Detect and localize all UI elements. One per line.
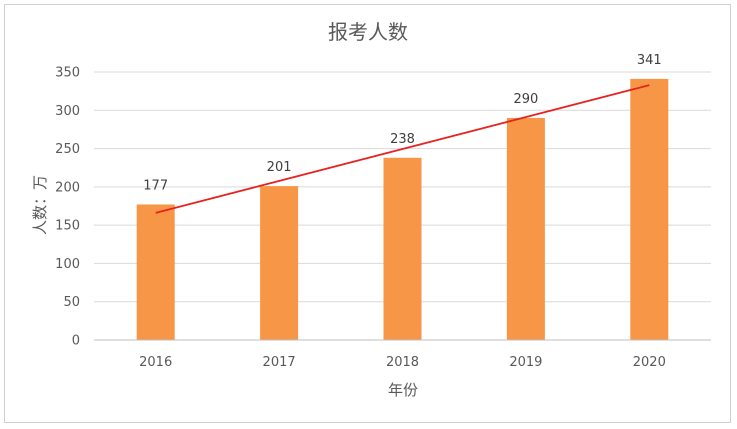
x-axis-ticks: 2016 2017 2018 2019 2020 bbox=[139, 355, 666, 370]
x-tick-label: 2017 bbox=[263, 355, 296, 370]
data-label: 177 bbox=[143, 178, 168, 193]
x-tick-label: 2016 bbox=[139, 355, 172, 370]
y-tick-label: 200 bbox=[55, 180, 80, 195]
x-axis-title: 年份 bbox=[388, 381, 418, 399]
x-tick-label: 2019 bbox=[509, 355, 542, 370]
data-labels: 177 201 238 290 341 bbox=[143, 53, 661, 194]
chart-frame bbox=[4, 4, 731, 423]
y-tick-label: 300 bbox=[55, 104, 80, 119]
y-tick-label: 150 bbox=[55, 219, 80, 234]
y-axis-ticks: 0 50 100 150 200 250 300 350 bbox=[55, 66, 80, 349]
trendline bbox=[155, 84, 650, 214]
y-tick-label: 0 bbox=[72, 334, 80, 349]
y-tick-label: 50 bbox=[63, 295, 80, 310]
data-label: 290 bbox=[513, 92, 538, 107]
bar bbox=[136, 204, 175, 340]
bar bbox=[630, 78, 669, 341]
data-label: 238 bbox=[390, 132, 415, 147]
bar bbox=[383, 157, 422, 340]
y-axis-title: 人数：万 bbox=[31, 175, 49, 235]
bar bbox=[506, 117, 545, 340]
data-label: 341 bbox=[637, 53, 662, 68]
y-tick-label: 250 bbox=[55, 142, 80, 157]
y-tick-label: 100 bbox=[55, 257, 80, 272]
bars bbox=[136, 78, 669, 341]
x-tick-label: 2018 bbox=[386, 355, 419, 370]
data-label: 201 bbox=[267, 160, 292, 175]
y-tick-label: 350 bbox=[55, 66, 80, 81]
bar bbox=[260, 186, 299, 340]
x-tick-label: 2020 bbox=[633, 355, 666, 370]
chart-title: 报考人数 bbox=[328, 20, 408, 44]
